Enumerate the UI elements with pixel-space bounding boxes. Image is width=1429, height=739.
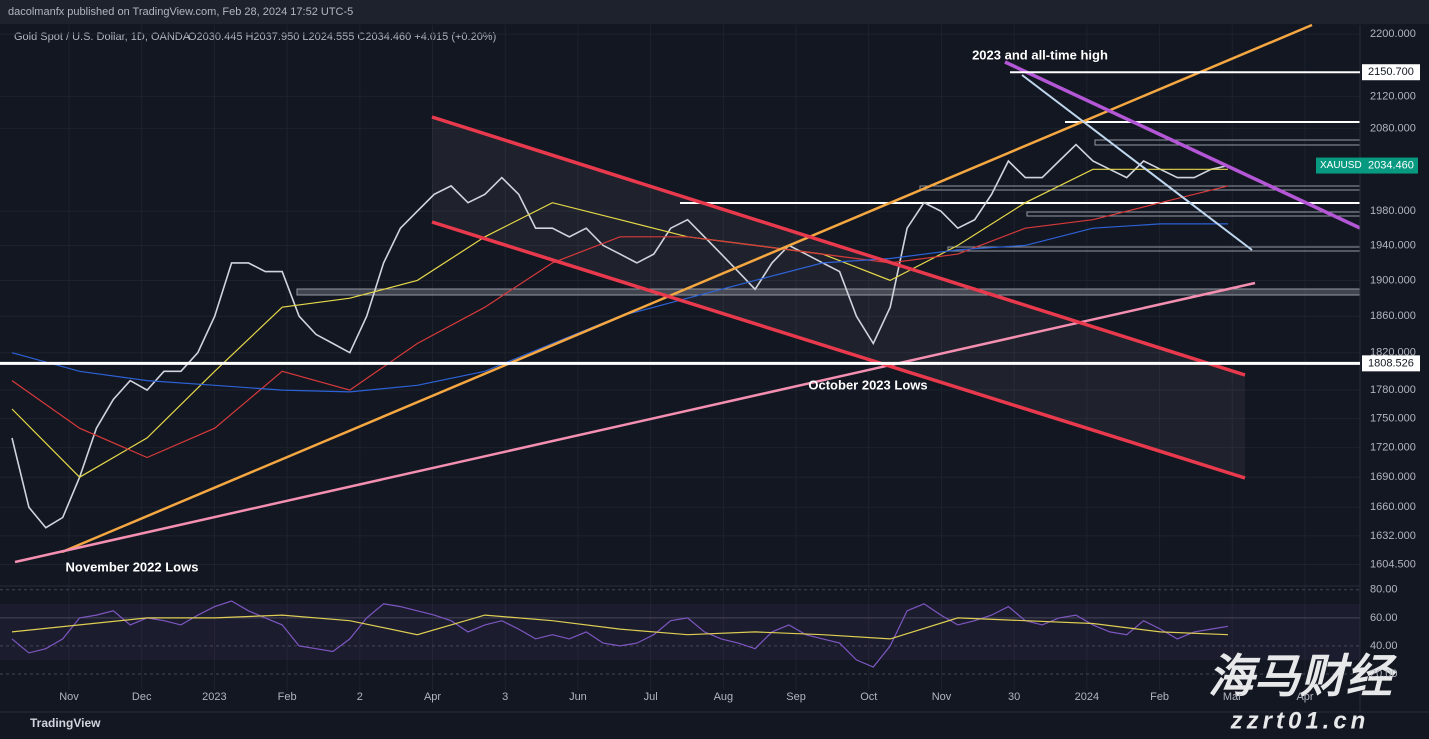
x-tick-label: Nov: [59, 691, 79, 703]
x-tick-label: 2: [357, 691, 363, 703]
annotation: 2023 and all-time high: [972, 47, 1108, 62]
level-tag: [1362, 64, 1420, 81]
y-tick-label: 1980.000: [1370, 205, 1416, 217]
publisher: dacolmanfx published on TradingView.com,…: [8, 6, 353, 18]
watermark-url: zzrt01.cn: [1230, 707, 1370, 734]
channel-fill: [432, 117, 1245, 478]
trendline: [61, 23, 1313, 554]
y-tick-label: 1690.000: [1370, 471, 1416, 483]
x-tick-label: Jul: [644, 691, 658, 703]
x-tick-label: Mar: [1223, 691, 1242, 703]
series-line: [11, 614, 1229, 640]
x-tick-label: Feb: [1150, 691, 1169, 703]
trendline: [1021, 74, 1253, 251]
ohlc: O2030.445 H2037.950 L2024.555 C2034.460 …: [188, 31, 496, 43]
y-tick-label: 1780.000: [1370, 384, 1416, 396]
y-tick-label: 1660.000: [1370, 501, 1416, 513]
level-label: 2150.700: [1368, 66, 1414, 78]
series-line: [11, 185, 1229, 459]
x-tick-label: Apr: [424, 691, 441, 703]
x-tick-label: 30: [1008, 691, 1020, 703]
x-tick-label: Nov: [932, 691, 952, 703]
y-tick-label: 1632.000: [1370, 530, 1416, 542]
trendline: [1004, 60, 1361, 230]
last-price-tag: [1316, 157, 1418, 174]
annotation: October 2023 Lows: [808, 377, 927, 392]
x-tick-label: Aug: [714, 691, 734, 703]
y-tick-label: 1860.000: [1370, 310, 1416, 322]
y-tick-label: 1720.000: [1370, 442, 1416, 454]
watermark: 海马财经: [1208, 650, 1397, 702]
y-tick-label: 1750.000: [1370, 413, 1416, 425]
chart-title: Gold Spot / U.S. Dollar, 1D, OANDA: [14, 31, 191, 43]
x-tick-label: Apr: [1296, 691, 1313, 703]
y-tick-label: 2120.000: [1370, 90, 1416, 102]
channel-line: [431, 220, 1246, 480]
rsi-tick-label: 40.00: [1370, 640, 1398, 652]
y-tick-label: 2080.000: [1370, 122, 1416, 134]
last-price-label: 2034.460: [1368, 159, 1414, 171]
rsi-tick-label: 80.00: [1370, 584, 1398, 596]
x-tick-label: 2024: [1075, 691, 1099, 703]
x-tick-label: Sep: [786, 691, 806, 703]
last-price-name: XAUUSD: [1320, 160, 1362, 171]
rsi-tick-label: 20.00: [1370, 668, 1398, 680]
series-line: [11, 143, 1229, 529]
rsi-tick-label: 60.00: [1370, 612, 1398, 624]
level-tag: [1362, 355, 1420, 372]
series-line: [11, 168, 1228, 478]
x-tick-label: 2023: [202, 691, 226, 703]
x-tick-label: Jun: [569, 691, 587, 703]
header-bar: [0, 0, 1429, 24]
x-tick-label: 3: [502, 691, 508, 703]
x-tick-label: Feb: [278, 691, 297, 703]
y-tick-label: 2200.000: [1370, 28, 1416, 40]
y-tick-label: 1940.000: [1370, 239, 1416, 251]
channel-line: [431, 115, 1246, 377]
x-tick-label: Oct: [860, 691, 877, 703]
brand: TradingView: [30, 716, 101, 730]
rsi-band: [0, 604, 1360, 660]
trendline: [14, 281, 1256, 564]
level-label: 1808.526: [1368, 357, 1414, 369]
annotation: November 2022 Lows: [66, 559, 199, 574]
x-tick-label: Dec: [132, 691, 152, 703]
y-tick-label: 1604.500: [1370, 558, 1416, 570]
y-tick-label: 1900.000: [1370, 274, 1416, 286]
